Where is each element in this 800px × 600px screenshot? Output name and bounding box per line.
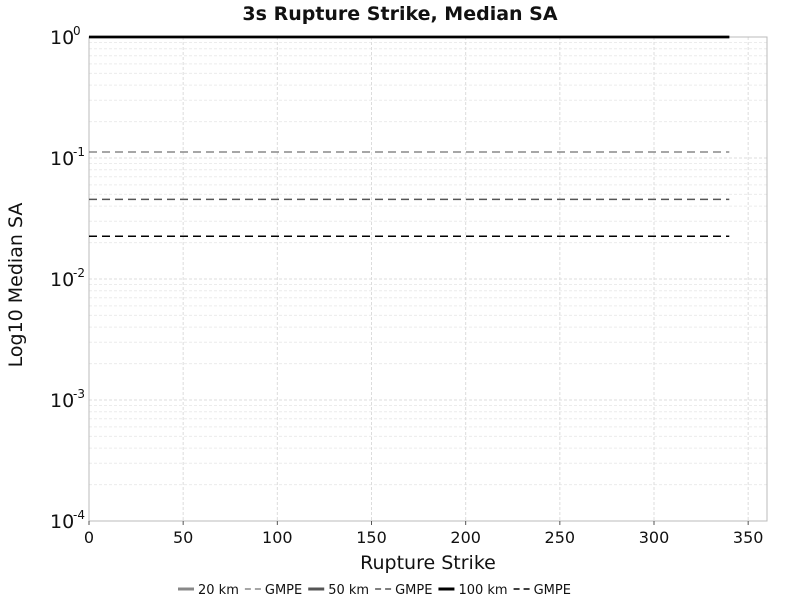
series-layer	[89, 35, 730, 237]
legend-label: 20 km	[198, 583, 239, 598]
x-tick-label: 100	[262, 528, 293, 547]
legend-label: GMPE	[534, 583, 571, 598]
legend-item-6: GMPE	[513, 583, 571, 598]
y-tick-base: 10	[50, 511, 74, 533]
x-axis-label: Rupture Strike	[360, 552, 496, 574]
y-tick-label: 100	[50, 24, 81, 49]
legend-item-2: GMPE	[244, 583, 302, 598]
legend-item-4: GMPE	[375, 583, 432, 598]
y-tick-exponent: -1	[73, 145, 85, 159]
y-tick-exponent: -3	[73, 387, 85, 401]
y-tick-label: 10-1	[50, 145, 85, 170]
x-tick-label: 0	[84, 528, 94, 547]
y-tick-label: 10-4	[50, 508, 85, 533]
legend-label: 50 km	[328, 583, 369, 598]
y-tick-label: 10-2	[50, 266, 85, 291]
x-tick-label: 200	[450, 528, 481, 547]
x-tick-label: 300	[639, 528, 670, 547]
y-tick-base: 10	[50, 27, 74, 49]
legend-label: GMPE	[395, 583, 432, 598]
legend-label: GMPE	[265, 583, 302, 598]
legend-item-3: 50 km	[308, 583, 369, 598]
grid	[88, 36, 767, 522]
y-tick-exponent: -4	[73, 508, 85, 522]
y-tick-base: 10	[50, 269, 74, 291]
y-tick-label: 10-3	[50, 387, 85, 412]
x-axis-ticks: 0 50 100 150 200 250 300 350	[84, 521, 764, 547]
legend-label: 100 km	[458, 583, 507, 598]
x-tick-label: 250	[545, 528, 576, 547]
chart-title: 3s Rupture Strike, Median SA	[242, 3, 557, 25]
y-tick-base: 10	[50, 148, 74, 170]
x-tick-label: 50	[173, 528, 193, 547]
y-tick-exponent: -2	[73, 266, 85, 280]
y-tick-exponent: 0	[73, 24, 81, 38]
y-tick-base: 10	[50, 390, 74, 412]
legend-item-1: 20 km	[178, 583, 239, 598]
legend: 20 km GMPE 50 km GMPE 100 km GMPE	[178, 583, 571, 598]
x-tick-label: 350	[733, 528, 764, 547]
legend-item-5: 100 km	[438, 583, 508, 598]
x-tick-label: 150	[356, 528, 387, 547]
y-axis-label: Log10 Median SA	[5, 203, 27, 368]
